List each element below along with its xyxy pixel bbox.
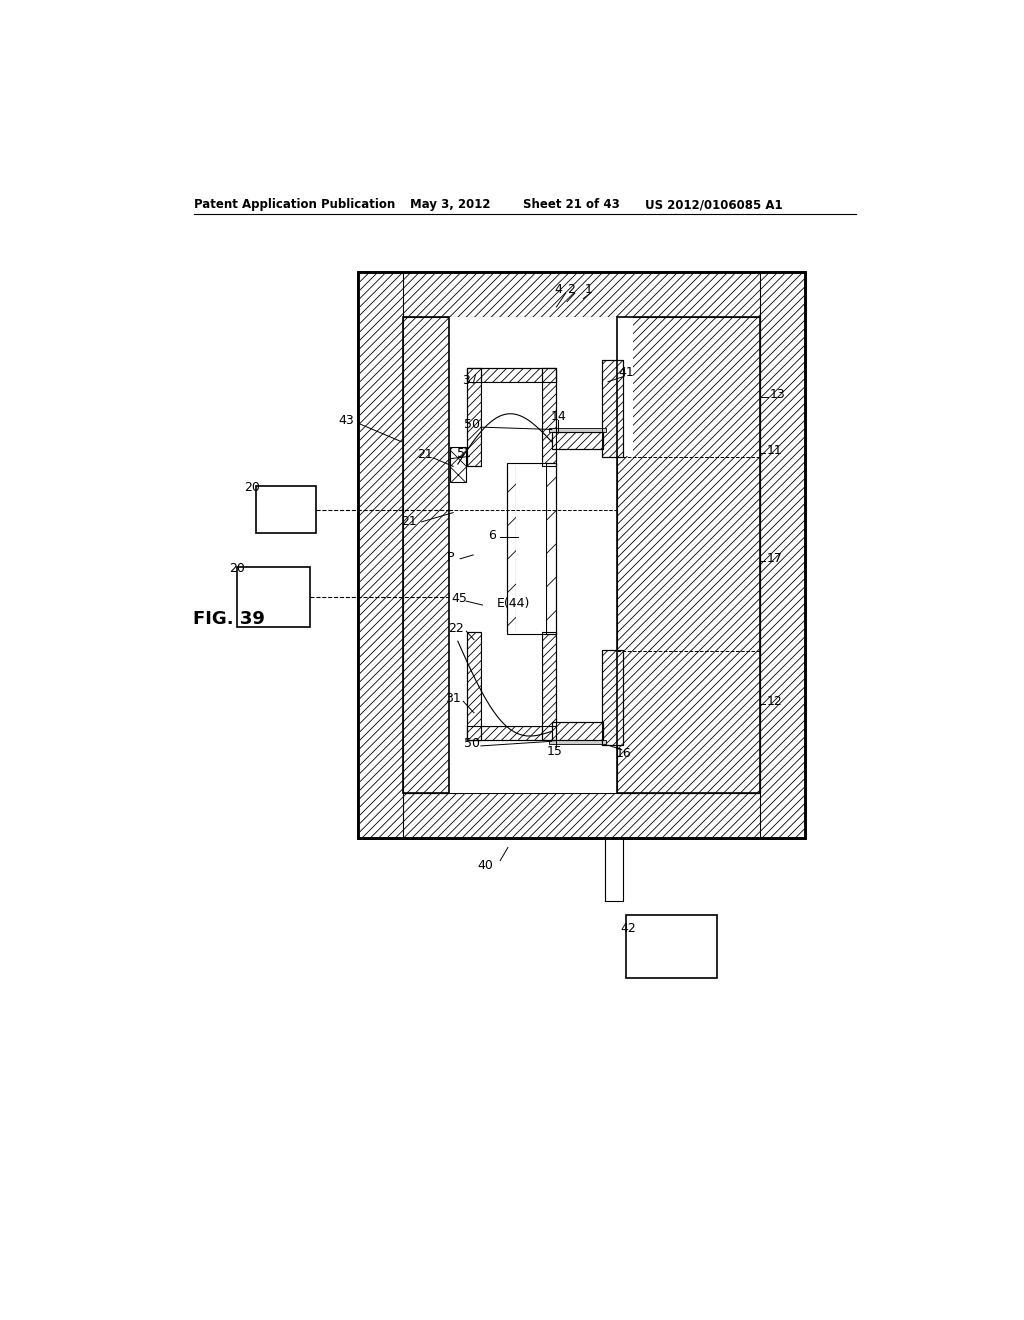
Text: P: P [446,550,454,564]
Bar [516,462,547,635]
Bar [617,317,633,455]
Bar [617,317,761,793]
Bar [507,462,516,635]
Bar [542,632,556,739]
Bar [467,632,481,739]
Bar [552,722,603,739]
Text: 2: 2 [567,282,575,296]
Text: 42: 42 [621,921,636,935]
Bar [467,726,556,739]
Bar [605,838,624,902]
Bar [403,317,450,793]
Text: 11: 11 [767,445,782,458]
Text: 21: 21 [401,515,418,528]
Text: 20: 20 [229,561,245,574]
Bar [542,368,556,466]
Bar [550,739,605,743]
Text: 14: 14 [550,409,566,422]
Bar [552,432,603,449]
Bar [547,462,556,635]
Bar [627,915,717,978]
Bar [403,317,761,793]
Text: Patent Application Publication: Patent Application Publication [194,198,395,211]
Bar [358,272,805,838]
Bar [602,360,624,457]
Text: 16: 16 [615,747,632,760]
Bar [550,428,605,432]
Text: 3: 3 [462,374,470,387]
Bar [256,486,316,533]
Bar [467,368,556,381]
Text: FIG. 39: FIG. 39 [194,610,265,628]
Bar [450,317,617,793]
Text: 40: 40 [477,859,493,871]
Text: 6: 6 [487,529,496,543]
Bar [403,317,450,793]
Bar [602,649,624,744]
Bar [467,368,481,466]
Bar [467,632,481,739]
Text: 50: 50 [464,417,480,430]
Bar [358,272,403,838]
Bar [481,632,542,726]
Text: Sheet 21 of 43: Sheet 21 of 43 [523,198,620,211]
Text: 13: 13 [770,388,785,401]
Text: 31: 31 [444,693,461,705]
Bar [761,272,805,838]
Bar [602,649,624,744]
Text: 21: 21 [417,449,433,462]
Bar [358,272,805,317]
Bar [542,368,556,466]
Text: 20: 20 [245,482,260,495]
Bar [358,793,805,838]
Bar [358,272,805,838]
Text: US 2012/0106085 A1: US 2012/0106085 A1 [645,198,782,211]
Bar [467,368,556,381]
Bar [602,360,624,457]
Text: 45: 45 [452,593,468,606]
Bar [507,462,556,635]
Bar [451,447,466,482]
Bar [552,432,603,449]
Bar [552,722,603,739]
Bar [237,566,310,627]
Bar [542,632,556,739]
Text: May 3, 2012: May 3, 2012 [410,198,490,211]
Text: 22: 22 [449,622,464,635]
Text: 5: 5 [457,446,465,459]
Text: 15: 15 [547,744,563,758]
Bar [617,317,761,793]
Text: 4: 4 [554,282,562,296]
Text: 17: 17 [767,552,782,565]
Bar [358,272,805,838]
Text: 1: 1 [585,282,593,296]
Text: 50: 50 [464,737,480,750]
Text: 41: 41 [618,366,635,379]
Bar [467,726,556,739]
Text: E(44): E(44) [497,597,530,610]
Text: 43: 43 [339,413,354,426]
Text: 12: 12 [767,694,782,708]
Bar [467,368,481,466]
Bar [481,381,542,466]
